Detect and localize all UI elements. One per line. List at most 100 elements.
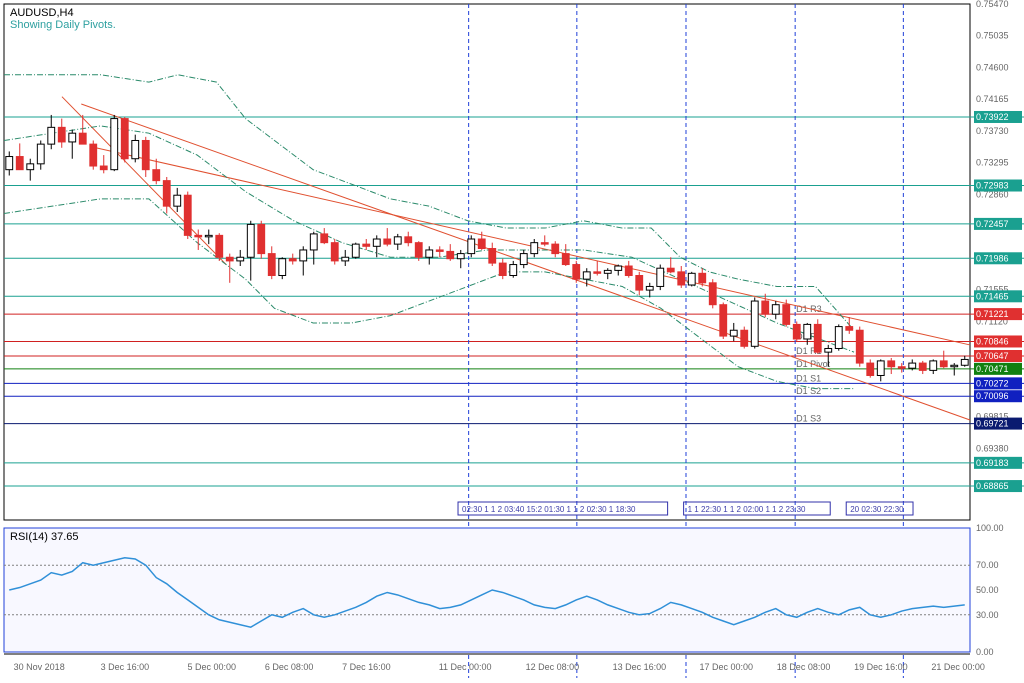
chart-svg[interactable]: 0.754700.750350.746000.741650.737300.732… xyxy=(0,0,1024,683)
candle[interactable] xyxy=(499,263,506,275)
candle[interactable] xyxy=(562,254,569,265)
candle[interactable] xyxy=(216,235,223,257)
candle[interactable] xyxy=(709,283,716,305)
candle[interactable] xyxy=(79,133,86,144)
candle[interactable] xyxy=(531,243,538,254)
candle[interactable] xyxy=(583,272,590,279)
candle[interactable] xyxy=(793,324,800,339)
chart-title: AUDUSD,H4 xyxy=(10,7,74,19)
candle[interactable] xyxy=(69,133,76,142)
candle[interactable] xyxy=(688,273,695,285)
candle[interactable] xyxy=(930,361,937,370)
candle[interactable] xyxy=(625,266,632,275)
candle[interactable] xyxy=(699,273,706,282)
x-tick-label: 3 Dec 16:00 xyxy=(101,662,150,672)
y-tick-label: 0.74165 xyxy=(976,94,1009,104)
candle[interactable] xyxy=(835,327,842,349)
chart-container: 0.754700.750350.746000.741650.737300.732… xyxy=(0,0,1024,683)
candle[interactable] xyxy=(951,365,958,366)
candle[interactable] xyxy=(552,244,559,253)
candle[interactable] xyxy=(237,257,244,261)
candle[interactable] xyxy=(478,239,485,248)
candle[interactable] xyxy=(814,324,821,352)
candle[interactable] xyxy=(331,243,338,261)
candle[interactable] xyxy=(489,248,496,263)
candle[interactable] xyxy=(657,268,664,286)
candle[interactable] xyxy=(447,251,454,258)
candle[interactable] xyxy=(804,324,811,339)
candle[interactable] xyxy=(636,276,643,291)
candle[interactable] xyxy=(90,144,97,166)
candle[interactable] xyxy=(415,243,422,258)
candle[interactable] xyxy=(111,119,118,170)
candle[interactable] xyxy=(363,244,370,246)
candle[interactable] xyxy=(898,367,905,368)
candle[interactable] xyxy=(394,237,401,244)
chart-subtitle: Showing Daily Pivots. xyxy=(10,19,116,31)
candle[interactable] xyxy=(321,234,328,243)
candle[interactable] xyxy=(226,257,233,261)
candle[interactable] xyxy=(646,286,653,290)
candle[interactable] xyxy=(132,140,139,158)
candle[interactable] xyxy=(279,259,286,276)
candle[interactable] xyxy=(741,330,748,346)
candle[interactable] xyxy=(825,348,832,352)
candle[interactable] xyxy=(520,254,527,265)
candle[interactable] xyxy=(856,330,863,363)
candle[interactable] xyxy=(762,301,769,314)
candle[interactable] xyxy=(468,239,475,254)
candle[interactable] xyxy=(205,235,212,236)
candle[interactable] xyxy=(919,363,926,370)
candle[interactable] xyxy=(846,327,853,331)
candle[interactable] xyxy=(268,254,275,276)
rsi-tick-label: 50.00 xyxy=(976,585,999,595)
candle[interactable] xyxy=(6,157,13,170)
candle[interactable] xyxy=(289,259,296,261)
candle[interactable] xyxy=(720,305,727,336)
candle[interactable] xyxy=(541,243,548,244)
candle[interactable] xyxy=(604,270,611,273)
candle[interactable] xyxy=(961,359,968,365)
candle[interactable] xyxy=(384,239,391,244)
pivot-value-label: 0.70471 xyxy=(976,364,1009,374)
candle[interactable] xyxy=(877,361,884,376)
candle[interactable] xyxy=(310,234,317,250)
candle[interactable] xyxy=(888,361,895,367)
candle[interactable] xyxy=(573,265,580,280)
candle[interactable] xyxy=(37,144,44,164)
candle[interactable] xyxy=(258,224,265,253)
candle[interactable] xyxy=(27,164,34,170)
candle[interactable] xyxy=(909,363,916,368)
candle[interactable] xyxy=(373,239,380,246)
candle[interactable] xyxy=(510,265,517,276)
candle[interactable] xyxy=(940,361,947,367)
candle[interactable] xyxy=(247,224,254,257)
candle[interactable] xyxy=(48,127,55,144)
candle[interactable] xyxy=(667,268,674,272)
candle[interactable] xyxy=(163,181,170,207)
candle[interactable] xyxy=(457,254,464,259)
candle[interactable] xyxy=(615,266,622,270)
candle[interactable] xyxy=(867,363,874,375)
candle[interactable] xyxy=(121,119,128,159)
candle[interactable] xyxy=(153,170,160,181)
candle[interactable] xyxy=(142,140,149,169)
candle[interactable] xyxy=(594,272,601,273)
candle[interactable] xyxy=(195,235,202,236)
candle[interactable] xyxy=(405,237,412,243)
candle[interactable] xyxy=(174,195,181,206)
candle[interactable] xyxy=(342,257,349,261)
candle[interactable] xyxy=(730,330,737,336)
candle[interactable] xyxy=(16,157,23,170)
candle[interactable] xyxy=(300,250,307,261)
candle[interactable] xyxy=(352,244,359,257)
candle[interactable] xyxy=(783,305,790,325)
candle[interactable] xyxy=(436,250,443,251)
candle[interactable] xyxy=(751,301,758,346)
candle[interactable] xyxy=(184,195,191,235)
candle[interactable] xyxy=(678,272,685,285)
candle[interactable] xyxy=(772,305,779,314)
candle[interactable] xyxy=(58,127,65,142)
candle[interactable] xyxy=(100,166,107,170)
candle[interactable] xyxy=(426,250,433,257)
